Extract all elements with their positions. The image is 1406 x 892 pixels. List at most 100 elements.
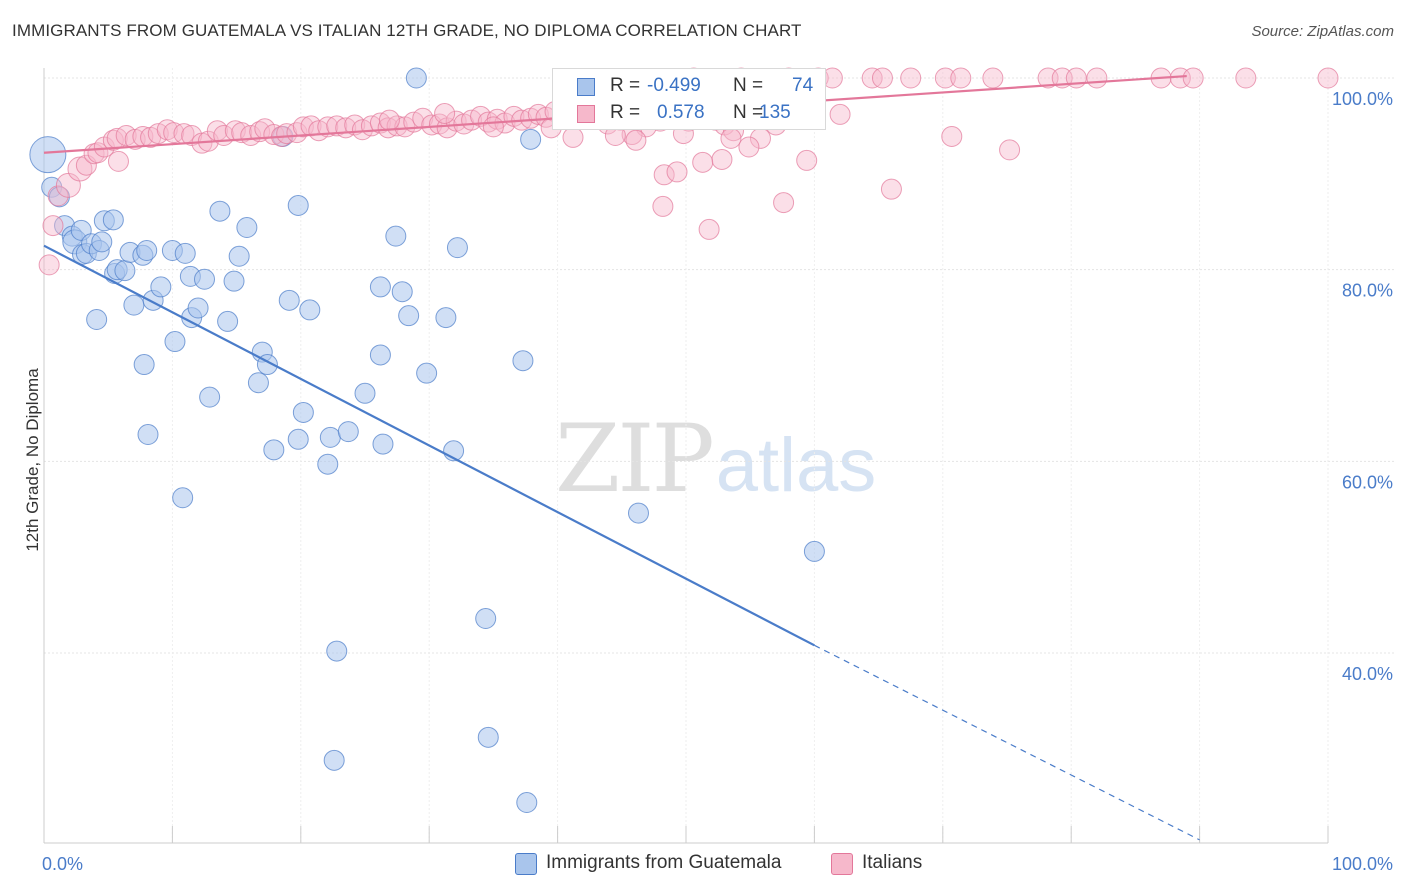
data-point <box>512 350 534 372</box>
trend-line-extension <box>814 644 1200 841</box>
data-point <box>172 487 194 509</box>
data-point <box>102 209 124 231</box>
data-point <box>133 354 155 376</box>
data-point <box>562 126 584 148</box>
data-point <box>516 792 538 813</box>
data-point <box>228 245 250 267</box>
data-point <box>941 125 963 147</box>
data-point <box>199 386 221 408</box>
data-point <box>263 439 285 461</box>
source-credit: Source: ZipAtlas.com <box>1251 23 1394 40</box>
data-point <box>236 217 258 238</box>
data-point <box>369 276 391 298</box>
data-point <box>773 192 795 214</box>
data-point <box>194 268 215 290</box>
data-point <box>217 310 239 332</box>
data-point <box>326 115 348 137</box>
watermark-atlas: atlas <box>715 423 877 508</box>
data-point <box>982 67 1004 89</box>
data-point <box>520 128 542 150</box>
tick-labels: 100.0% 80.0% 60.0% 40.0% 0.0% 100.0% <box>42 89 1393 874</box>
data-point <box>354 382 376 404</box>
y-tick-label: 60.0% <box>1342 472 1393 492</box>
data-point <box>247 372 269 394</box>
data-point <box>435 307 457 329</box>
data-point <box>42 215 64 237</box>
data-point <box>377 117 399 139</box>
axes <box>43 68 1329 844</box>
data-point <box>323 749 345 771</box>
data-point <box>666 161 688 183</box>
watermark: ZIPatlas <box>555 405 876 514</box>
data-point <box>114 260 136 282</box>
data-point <box>223 270 245 292</box>
data-point <box>187 297 209 319</box>
data-point <box>91 231 113 253</box>
data-point <box>385 225 407 247</box>
data-point <box>1086 67 1108 89</box>
data-point <box>482 116 504 138</box>
data-point <box>209 200 231 222</box>
data-point <box>286 122 308 144</box>
legend-r-label: R = <box>610 102 641 123</box>
data-point <box>319 426 341 448</box>
data-point <box>287 428 309 450</box>
series-label-guatemala: Immigrants from Guatemala <box>546 852 782 873</box>
data-point <box>446 237 468 259</box>
y-tick-label: 80.0% <box>1342 281 1393 301</box>
data-point <box>871 67 893 89</box>
data-point <box>1182 67 1204 89</box>
data-point <box>317 453 339 475</box>
legend-r-label: R = <box>610 75 641 96</box>
data-point <box>317 116 339 138</box>
data-point <box>231 122 253 144</box>
data-point <box>625 129 647 151</box>
data-point <box>137 424 159 445</box>
data-point <box>278 289 300 311</box>
data-point <box>692 151 714 173</box>
data-point <box>627 502 649 524</box>
trend-lines <box>43 74 1200 841</box>
data-point <box>123 294 145 316</box>
data-point <box>398 305 420 327</box>
data-point <box>391 281 413 303</box>
legend-n-value-guatemala: 74 <box>792 75 814 96</box>
x-tick-label: 100.0% <box>1332 854 1393 874</box>
legend-r-value-italians: 0.578 <box>657 102 705 123</box>
data-point <box>326 640 348 662</box>
data-point <box>434 102 456 124</box>
data-point <box>1317 67 1339 89</box>
series-label-italians: Italians <box>862 852 923 873</box>
data-point <box>164 331 186 353</box>
y-tick-label: 40.0% <box>1342 664 1393 684</box>
data-point <box>720 127 742 149</box>
series-swatch-guatemala <box>515 853 537 875</box>
watermark-zip: ZIP <box>555 405 715 514</box>
data-point <box>181 125 203 146</box>
chart-title: IMMIGRANTS FROM GUATEMALA VS ITALIAN 12T… <box>12 21 802 40</box>
data-point <box>369 344 391 366</box>
data-point <box>136 240 158 261</box>
data-point <box>102 129 124 151</box>
legend-swatch-guatemala <box>577 78 595 96</box>
data-point <box>29 136 67 174</box>
data-point <box>934 67 956 89</box>
data-point <box>803 540 825 562</box>
data-points <box>29 67 1339 813</box>
data-point <box>378 109 400 131</box>
data-point <box>796 149 818 171</box>
data-point <box>86 309 108 330</box>
data-point <box>299 299 321 321</box>
legend-r-value-guatemala: -0.499 <box>647 75 701 96</box>
series-swatch-italians <box>831 853 853 875</box>
data-point <box>287 194 309 216</box>
data-point <box>47 185 69 207</box>
data-point <box>405 67 427 89</box>
trend-line-guatemala <box>43 244 815 647</box>
legend-n-label: N = <box>733 102 764 123</box>
data-point <box>416 362 438 384</box>
legend-n-label: N = <box>733 75 764 96</box>
data-point <box>38 254 60 276</box>
data-point <box>174 242 196 264</box>
